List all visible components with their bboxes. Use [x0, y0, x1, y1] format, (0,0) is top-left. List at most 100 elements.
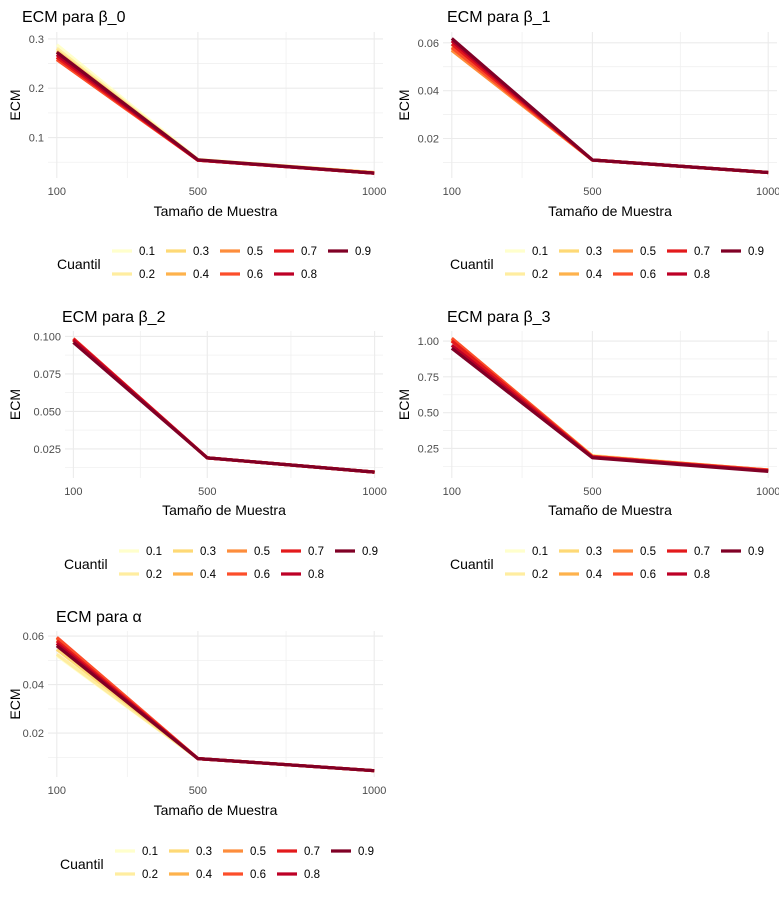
legend-label-0.4: 0.4	[586, 269, 603, 281]
series-line-0.3	[55, 49, 375, 175]
y-tick-label: 0.050	[33, 406, 61, 418]
series-line-0.1	[55, 43, 375, 175]
series-line-0.1	[450, 336, 769, 472]
y-tick-label: 0.04	[23, 680, 44, 692]
series-line-0.5	[72, 338, 375, 474]
series-line-0.4	[450, 47, 769, 175]
legend-label-0.3: 0.3	[193, 246, 209, 258]
x-axis-title: Tamaño de Muestra	[548, 203, 672, 219]
legend-label-0.8: 0.8	[304, 869, 320, 881]
series-line-0.8	[450, 39, 769, 175]
y-tick-label: 0.02	[418, 134, 439, 146]
legend-label-0.4: 0.4	[196, 869, 213, 881]
legend-label-0.6: 0.6	[640, 269, 656, 281]
y-tick-label: 0.06	[418, 38, 439, 50]
legend-label-0.5: 0.5	[640, 246, 656, 258]
legend-label-0.2: 0.2	[146, 569, 162, 581]
legend-title: Cuantil	[60, 856, 104, 872]
series-line-0.4	[55, 642, 375, 773]
legend-label-0.4: 0.4	[200, 569, 217, 581]
x-tick-label: 1000	[362, 486, 386, 498]
series-line-0.9	[72, 341, 375, 474]
y-tick-label: 0.25	[418, 443, 439, 455]
series-line-0.5	[55, 637, 375, 773]
legend-label-0.2: 0.2	[139, 269, 155, 281]
series-line-0.7	[72, 337, 375, 474]
x-tick-label: 500	[583, 186, 601, 198]
x-tick-label: 1000	[756, 186, 779, 198]
x-tick-label: 100	[64, 486, 82, 498]
y-tick-label: 0.075	[33, 369, 61, 381]
series-line-0.2	[55, 47, 375, 175]
legend-label-0.8: 0.8	[301, 269, 317, 281]
series-line-0.6	[450, 336, 769, 472]
legend-label-0.9: 0.9	[355, 246, 371, 258]
legend-label-0.6: 0.6	[254, 569, 270, 581]
x-axis-title: Tamaño de Muestra	[154, 203, 278, 219]
y-tick-label: 1.00	[418, 336, 439, 348]
legend-label-0.8: 0.8	[694, 269, 710, 281]
legend-label-0.5: 0.5	[640, 546, 656, 558]
series-line-0.1	[450, 40, 769, 175]
series-line-0.2	[55, 653, 375, 773]
legend-label-0.5: 0.5	[247, 246, 263, 258]
series-line-0.7	[55, 55, 375, 175]
legend-title: Cuantil	[450, 556, 494, 572]
series-line-0.2	[72, 339, 375, 474]
y-axis-title: ECM	[7, 688, 23, 719]
legend-label-0.5: 0.5	[250, 846, 266, 858]
legend-label-0.9: 0.9	[748, 246, 764, 258]
legend-label-0.9: 0.9	[362, 546, 378, 558]
series-line-0.1	[72, 339, 375, 474]
x-tick-label: 1000	[362, 785, 386, 797]
legend-label-0.8: 0.8	[308, 569, 324, 581]
legend-label-0.6: 0.6	[247, 269, 263, 281]
series-line-0.9	[450, 346, 769, 473]
series-line-0.4	[55, 53, 375, 175]
x-tick-label: 100	[48, 186, 66, 198]
legend-label-0.1: 0.1	[139, 246, 155, 258]
legend-label-0.4: 0.4	[586, 569, 603, 581]
panel-title: ECM para β_1	[447, 9, 551, 26]
series-line-0.7	[450, 339, 769, 473]
x-tick-label: 1000	[362, 186, 386, 198]
legend-title: Cuantil	[450, 256, 494, 272]
panel-title: ECM para β_0	[22, 9, 126, 26]
legend-label-0.7: 0.7	[301, 246, 317, 258]
y-axis-title: ECM	[396, 389, 412, 420]
legend-label-0.3: 0.3	[196, 846, 212, 858]
series-line-0.9	[450, 37, 769, 175]
series-line-0.7	[450, 42, 769, 175]
series-line-0.1	[55, 654, 375, 773]
series-line-0.4	[450, 339, 769, 472]
series-line-0.6	[55, 58, 375, 175]
y-tick-label: 0.04	[418, 86, 439, 98]
series-line-0.3	[55, 648, 375, 773]
legend-label-0.1: 0.1	[532, 546, 548, 558]
y-tick-label: 0.02	[23, 728, 44, 740]
series-line-0.3	[450, 45, 769, 175]
x-tick-label: 1000	[756, 486, 779, 498]
panel-title: ECM para β_2	[62, 309, 166, 326]
y-tick-label: 0.50	[418, 408, 439, 420]
legend-label-0.6: 0.6	[250, 869, 266, 881]
series-line-0.6	[55, 636, 375, 773]
series-line-0.8	[450, 344, 769, 473]
legend-label-0.3: 0.3	[200, 546, 216, 558]
series-line-0.9	[55, 50, 375, 175]
x-axis-title: Tamaño de Muestra	[162, 502, 286, 518]
y-tick-label: 0.1	[29, 133, 44, 145]
series-line-0.8	[72, 338, 375, 474]
legend-label-0.9: 0.9	[748, 546, 764, 558]
series-line-0.3	[72, 338, 375, 474]
series-line-0.8	[55, 53, 375, 175]
legend-label-0.6: 0.6	[640, 569, 656, 581]
legend-label-0.2: 0.2	[532, 569, 548, 581]
legend-label-0.7: 0.7	[304, 846, 320, 858]
x-tick-label: 100	[48, 785, 66, 797]
series-line-0.9	[55, 644, 375, 773]
legend-label-0.2: 0.2	[142, 869, 158, 881]
series-line-0.6	[72, 337, 375, 474]
legend-label-0.1: 0.1	[142, 846, 158, 858]
